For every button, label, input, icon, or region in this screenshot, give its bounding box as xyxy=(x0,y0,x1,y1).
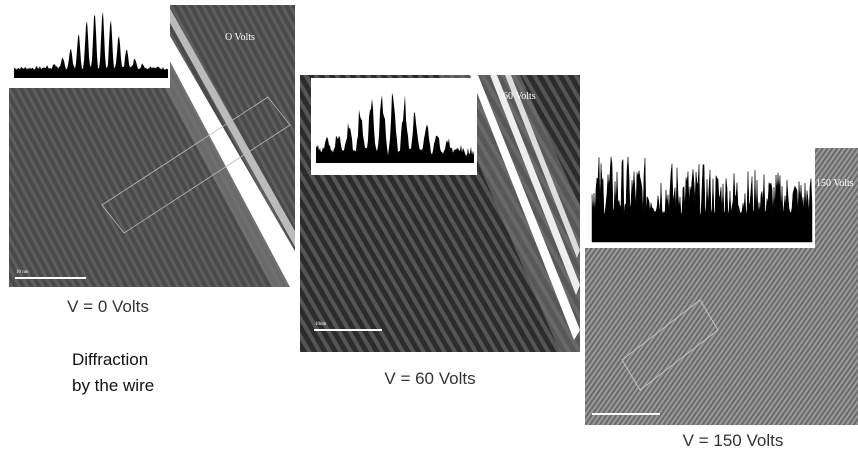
caption: V = 150 Volts xyxy=(683,431,784,450)
profile xyxy=(591,156,813,243)
panel-label: 60 Volts xyxy=(503,91,536,102)
profile xyxy=(316,92,474,163)
profile xyxy=(14,11,168,78)
panel-label: 150 Volts xyxy=(816,178,854,189)
panel-label: O Volts xyxy=(225,32,255,43)
caption: V = 60 Volts xyxy=(384,369,475,388)
caption: V = 0 Volts xyxy=(67,297,149,316)
scale-label: 10 nm xyxy=(16,270,29,275)
note-line: by the wire xyxy=(72,376,154,395)
scale-label: 10nm xyxy=(315,322,327,327)
note-line: Diffraction xyxy=(72,350,148,369)
